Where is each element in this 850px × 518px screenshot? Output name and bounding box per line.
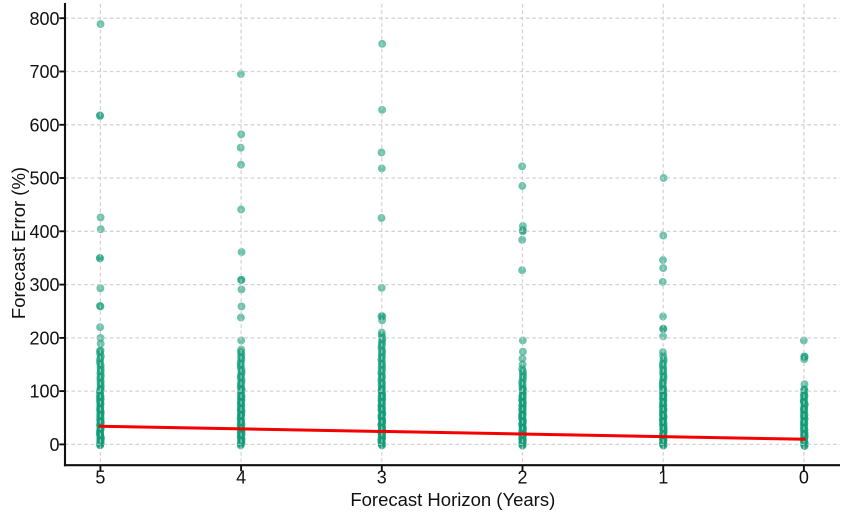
svg-text:500: 500 xyxy=(29,169,59,189)
svg-text:800: 800 xyxy=(29,9,59,29)
svg-text:Forecast Error (%): Forecast Error (%) xyxy=(8,167,29,319)
svg-text:0: 0 xyxy=(799,468,809,488)
svg-text:4: 4 xyxy=(236,468,246,488)
svg-text:Forecast Horizon (Years): Forecast Horizon (Years) xyxy=(350,489,555,510)
svg-text:400: 400 xyxy=(29,222,59,242)
svg-text:600: 600 xyxy=(29,115,59,135)
svg-text:1: 1 xyxy=(658,468,668,488)
svg-text:100: 100 xyxy=(29,382,59,402)
svg-text:200: 200 xyxy=(29,329,59,349)
svg-text:300: 300 xyxy=(29,275,59,295)
svg-text:0: 0 xyxy=(49,435,59,455)
svg-text:700: 700 xyxy=(29,62,59,82)
svg-text:3: 3 xyxy=(377,468,387,488)
svg-text:5: 5 xyxy=(95,468,105,488)
svg-text:2: 2 xyxy=(517,468,527,488)
